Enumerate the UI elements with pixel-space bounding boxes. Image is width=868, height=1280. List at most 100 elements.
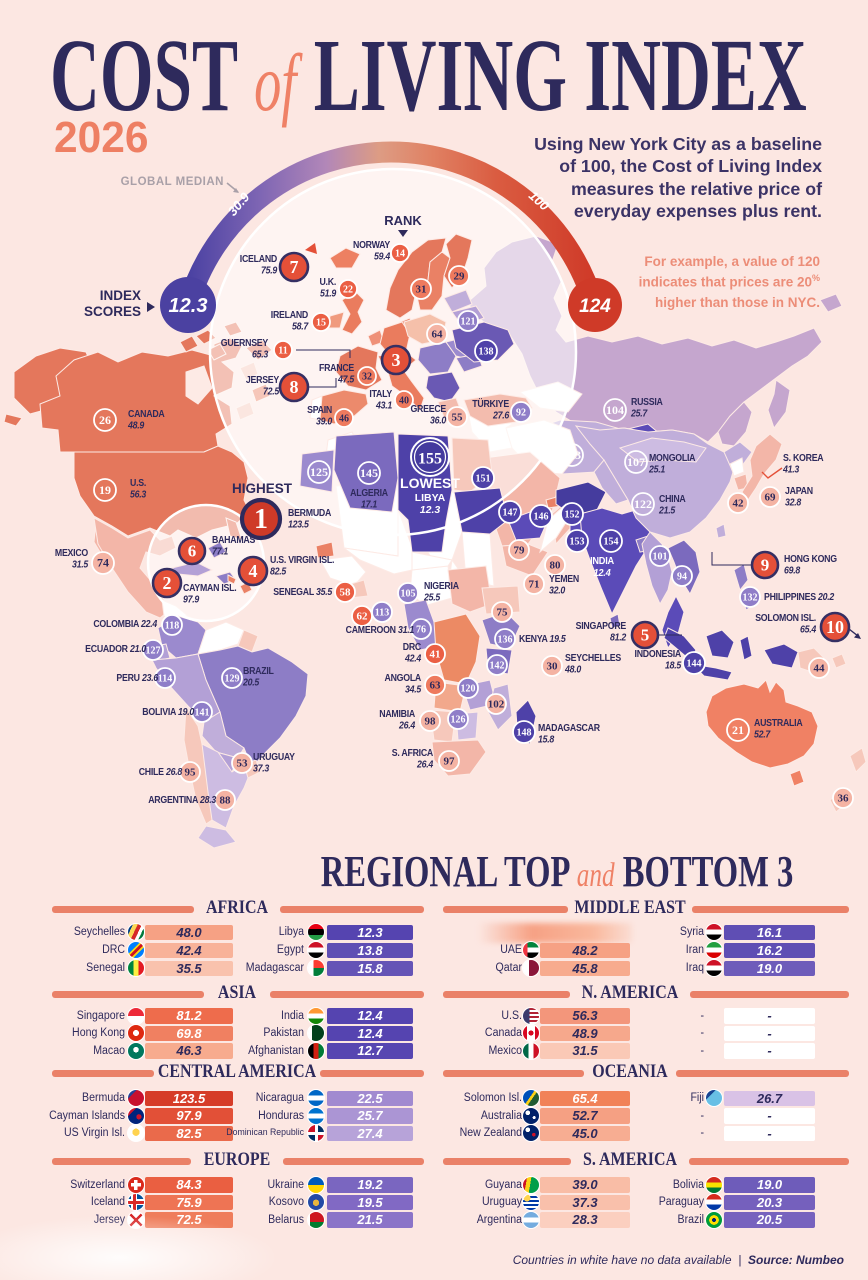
svg-text:8: 8 (290, 377, 299, 397)
svg-text:11: 11 (278, 346, 287, 357)
svg-text:30: 30 (547, 661, 559, 673)
svg-text:154: 154 (604, 537, 619, 548)
svg-text:58: 58 (340, 587, 352, 599)
svg-text:123: 123 (563, 448, 581, 462)
svg-text:INDEX: INDEX (100, 288, 141, 303)
svg-text:RUSSIA: RUSSIA (631, 395, 663, 407)
svg-text:58.7: 58.7 (292, 320, 309, 332)
svg-text:92: 92 (516, 408, 526, 419)
svg-text:40: 40 (399, 396, 409, 407)
svg-text:21.5: 21.5 (658, 504, 676, 516)
svg-text:RANK: RANK (384, 213, 422, 228)
svg-text:URUGUAY: URUGUAY (253, 750, 296, 762)
svg-text:MONGOLIA: MONGOLIA (649, 451, 696, 463)
svg-text:MEXICO: MEXICO (55, 546, 88, 558)
svg-text:NORWAY: NORWAY (353, 238, 391, 250)
svg-text:105: 105 (401, 589, 416, 600)
svg-text:122: 122 (634, 497, 652, 511)
svg-text:155: 155 (418, 451, 442, 468)
svg-text:10: 10 (826, 617, 844, 637)
svg-text:104: 104 (606, 403, 624, 417)
svg-text:31: 31 (416, 284, 427, 296)
svg-text:98: 98 (425, 716, 437, 728)
svg-text:74: 74 (97, 556, 109, 570)
svg-text:26.4: 26.4 (416, 758, 434, 770)
svg-text:129: 129 (225, 674, 240, 685)
svg-text:41: 41 (430, 649, 441, 661)
svg-text:CAYMAN ISL.: CAYMAN ISL. (183, 581, 236, 593)
svg-text:51.9: 51.9 (320, 287, 337, 299)
svg-text:3: 3 (392, 350, 401, 370)
svg-text:ALGERIA: ALGERIA (350, 486, 388, 498)
svg-text:CANADA: CANADA (128, 407, 165, 419)
svg-text:152: 152 (565, 510, 580, 521)
svg-text:7: 7 (290, 257, 299, 277)
svg-text:77.1: 77.1 (212, 545, 228, 557)
svg-text:36: 36 (838, 793, 850, 805)
svg-text:U.S. VIRGIN ISL.: U.S. VIRGIN ISL. (270, 553, 334, 565)
svg-text:47.5: 47.5 (337, 373, 355, 385)
svg-text:BOLIVIA 19.0: BOLIVIA 19.0 (142, 705, 195, 717)
svg-text:TÜRKIYE: TÜRKIYE (472, 397, 509, 409)
svg-text:136: 136 (498, 635, 513, 646)
svg-text:56.3: 56.3 (130, 488, 147, 500)
svg-text:PERU 23.6: PERU 23.6 (116, 671, 159, 683)
svg-text:88: 88 (220, 795, 232, 807)
svg-text:MADAGASCAR: MADAGASCAR (538, 721, 600, 733)
svg-text:ANGOLA: ANGOLA (385, 671, 422, 683)
svg-text:59.4: 59.4 (374, 250, 391, 262)
svg-text:14: 14 (395, 249, 405, 260)
svg-text:48.9: 48.9 (127, 419, 145, 431)
svg-text:65.3: 65.3 (252, 348, 269, 360)
svg-text:12.3: 12.3 (420, 504, 441, 516)
svg-text:GLOBAL MEDIAN: GLOBAL MEDIAN (121, 176, 224, 188)
svg-text:ARGENTINA 28.3: ARGENTINA 28.3 (148, 793, 217, 805)
svg-text:76: 76 (416, 625, 426, 636)
svg-text:26: 26 (99, 413, 111, 427)
svg-text:146: 146 (534, 512, 549, 523)
svg-text:21: 21 (732, 723, 744, 737)
svg-text:69.8: 69.8 (784, 564, 801, 576)
svg-text:25.5: 25.5 (423, 591, 441, 603)
svg-text:42: 42 (733, 498, 745, 510)
svg-text:2: 2 (163, 573, 172, 593)
svg-text:BAHAMAS: BAHAMAS (212, 533, 255, 545)
svg-text:44: 44 (814, 663, 826, 675)
svg-text:HONG KONG: HONG KONG (784, 552, 837, 564)
svg-text:18.5: 18.5 (665, 659, 682, 671)
svg-text:S. AFRICA: S. AFRICA (392, 746, 434, 758)
svg-text:71: 71 (529, 579, 540, 591)
svg-text:97.9: 97.9 (183, 593, 200, 605)
svg-text:KENYA 19.5: KENYA 19.5 (519, 632, 567, 644)
svg-text:39.0: 39.0 (316, 415, 333, 427)
svg-text:CHINA: CHINA (659, 492, 686, 504)
svg-text:SEYCHELLES: SEYCHELLES (565, 651, 621, 663)
svg-text:25.7: 25.7 (630, 407, 648, 419)
svg-text:34.5: 34.5 (405, 683, 422, 695)
svg-text:20.5: 20.5 (242, 676, 260, 688)
svg-text:17.1: 17.1 (361, 498, 377, 510)
svg-text:6: 6 (188, 541, 197, 560)
svg-text:53: 53 (237, 758, 249, 770)
svg-text:BRAZIL: BRAZIL (243, 664, 274, 676)
svg-text:52.7: 52.7 (754, 728, 771, 740)
svg-text:72.5: 72.5 (263, 385, 280, 397)
svg-text:COLOMBIA 22.4: COLOMBIA 22.4 (93, 617, 158, 629)
svg-text:75: 75 (497, 607, 509, 619)
svg-text:LOWEST: LOWEST (400, 475, 460, 491)
svg-text:22: 22 (343, 285, 353, 296)
svg-text:148: 148 (517, 728, 532, 739)
svg-text:JAPAN: JAPAN (785, 484, 813, 496)
svg-text:29: 29 (454, 271, 466, 283)
svg-text:125: 125 (310, 465, 328, 479)
svg-text:IRELAND: IRELAND (271, 308, 309, 320)
svg-text:S. KOREA: S. KOREA (783, 451, 824, 463)
svg-text:INDIA: INDIA (590, 556, 614, 568)
svg-text:94: 94 (677, 572, 687, 583)
svg-text:GUERNSEY: GUERNSEY (221, 336, 269, 348)
svg-text:U.S.: U.S. (130, 476, 146, 488)
svg-text:12.3: 12.3 (169, 295, 208, 317)
svg-text:NAMIBIA: NAMIBIA (379, 707, 415, 719)
svg-text:127: 127 (146, 646, 161, 657)
svg-text:46: 46 (339, 414, 349, 425)
